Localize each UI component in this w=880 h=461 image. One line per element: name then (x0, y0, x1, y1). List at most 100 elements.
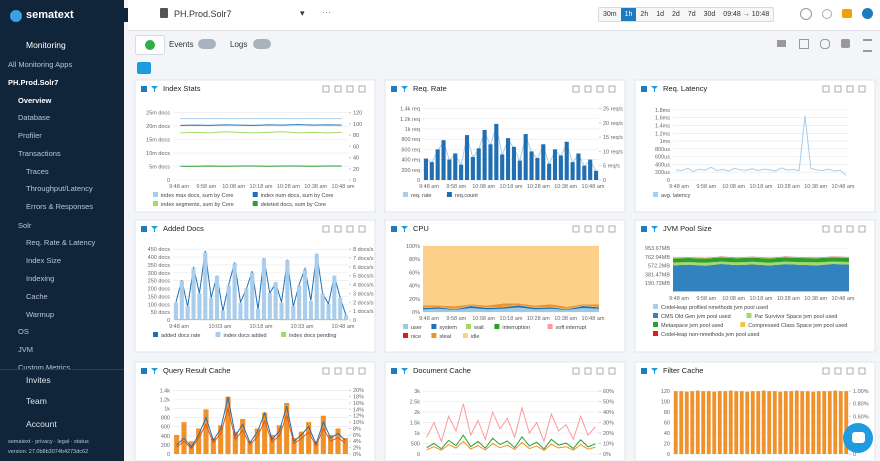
range[interactable]: 2d (668, 8, 684, 21)
footer-links[interactable]: sematext · privacy · legal · status (8, 439, 89, 445)
settings[interactable] (822, 9, 832, 19)
area (673, 264, 849, 291)
legend-swatch (653, 313, 658, 318)
bar (679, 391, 683, 454)
bar (740, 391, 744, 454)
logs-toggle[interactable] (253, 39, 271, 49)
announcements[interactable] (842, 9, 852, 18)
range[interactable]: 2h (636, 8, 652, 21)
x-tick-label: 10:38 am (554, 184, 577, 190)
more[interactable]: ··· (322, 7, 331, 17)
panel (385, 362, 625, 460)
nav-item[interactable]: Req. Rate & Latency (26, 238, 95, 247)
y-tick-label: 250 docs (148, 279, 171, 285)
y2-tick-label: 5 req/s (603, 164, 620, 170)
nav-item[interactable]: Cache (26, 292, 48, 301)
legend-swatch (747, 313, 752, 318)
x-tick-label: 9:48 am (169, 184, 189, 190)
bottom-link[interactable]: Account (26, 419, 57, 429)
legend-label: wait (473, 325, 484, 331)
refresh[interactable] (800, 8, 812, 20)
legend-swatch (216, 332, 221, 337)
nav-item[interactable]: Database (18, 113, 50, 122)
email[interactable] (777, 40, 786, 47)
x-tick-label: 10:18 am (250, 324, 273, 330)
nav-item[interactable]: JVM (18, 345, 33, 354)
time[interactable]: 09:48 → 10:48 (719, 8, 773, 21)
nav-item[interactable]: Index Size (26, 256, 61, 265)
range[interactable]: 1h (621, 8, 637, 21)
y2-tick-label: 4% (353, 439, 361, 445)
fullscreen[interactable] (799, 39, 809, 49)
nav-item[interactable]: Errors & Responses (26, 202, 93, 211)
events-toggle[interactable] (198, 39, 216, 49)
section[interactable]: Monitoring (26, 40, 66, 50)
nav-item[interactable]: Transactions (18, 149, 61, 158)
x-tick-label: 10:28 am (777, 296, 800, 302)
link[interactable]: All Monitoring Apps (8, 60, 72, 69)
legend-label: index docs pending (289, 333, 336, 339)
bar (309, 301, 313, 320)
nav-item[interactable]: Warmup (26, 310, 54, 319)
nav-item[interactable]: Overview (18, 96, 51, 105)
bottom-link[interactable]: Invites (26, 375, 51, 385)
y-tick-label: 381.47MB (645, 272, 670, 278)
x-tick-label: 10:28 am (527, 316, 550, 322)
range[interactable]: 1d (652, 8, 668, 21)
bar (762, 391, 766, 454)
bar (303, 270, 307, 320)
range[interactable]: 30d (700, 8, 720, 21)
bar (424, 159, 428, 180)
bar (244, 289, 248, 320)
menu[interactable] (863, 39, 872, 52)
link[interactable] (820, 39, 830, 49)
nav-item[interactable]: Profiler (18, 131, 42, 140)
nav-item[interactable]: Traces (26, 167, 49, 176)
bar (233, 263, 237, 320)
y2-tick-label: 20 (353, 167, 359, 173)
x-tick-label: 10:08 am (722, 184, 745, 190)
nav-item[interactable]: OS (18, 327, 29, 336)
chat-button[interactable] (843, 423, 873, 453)
range[interactable]: 7d (684, 8, 700, 21)
y-tick-label: 1.4k (160, 388, 171, 394)
x-tick-label: 10:48 am (582, 184, 605, 190)
plugins[interactable] (841, 39, 850, 48)
nav-item[interactable]: Indexing (26, 274, 54, 283)
bar (180, 281, 184, 320)
bar (430, 162, 434, 180)
app-name[interactable]: PH.Prod.Solr7 (8, 78, 58, 87)
y-tick-label: 200us (655, 170, 670, 176)
app-selector[interactable]: PH.Prod.Solr7 (174, 9, 232, 19)
legend-label: nice (411, 334, 421, 340)
nav-item[interactable]: Throughput/Latency (26, 184, 93, 193)
bar (811, 392, 815, 454)
y-tick-label: 1.6ms (655, 116, 670, 122)
bar (707, 391, 711, 454)
y2-tick-label: 1.00% (853, 389, 869, 395)
dropdown-caret[interactable]: ▾ (300, 8, 305, 19)
brand[interactable]: sematext (26, 9, 74, 21)
bar (321, 293, 325, 320)
y2-tick-label: 80 (353, 133, 359, 139)
nav-item[interactable]: Solr (18, 221, 31, 230)
filter-button[interactable] (137, 62, 151, 74)
add-button[interactable] (135, 35, 165, 55)
legend-swatch (253, 201, 258, 206)
legend-label: CMS Old Gen jvm pool used (661, 314, 731, 320)
range[interactable]: 30m (599, 8, 621, 21)
bar (582, 166, 586, 180)
bar (344, 315, 348, 320)
bar (723, 391, 727, 454)
bar (839, 391, 843, 454)
bar (553, 149, 557, 180)
y-tick-label: 20 (664, 442, 670, 448)
bar (338, 298, 342, 320)
legend-swatch (466, 324, 471, 329)
avatar[interactable] (862, 8, 873, 19)
area (673, 291, 849, 292)
y-tick-label: 1.4ms (655, 123, 670, 129)
bottom-link[interactable]: Team (26, 396, 47, 406)
y-tick-label: 500 (411, 442, 420, 448)
x-tick-label: 10:48 am (332, 184, 355, 190)
